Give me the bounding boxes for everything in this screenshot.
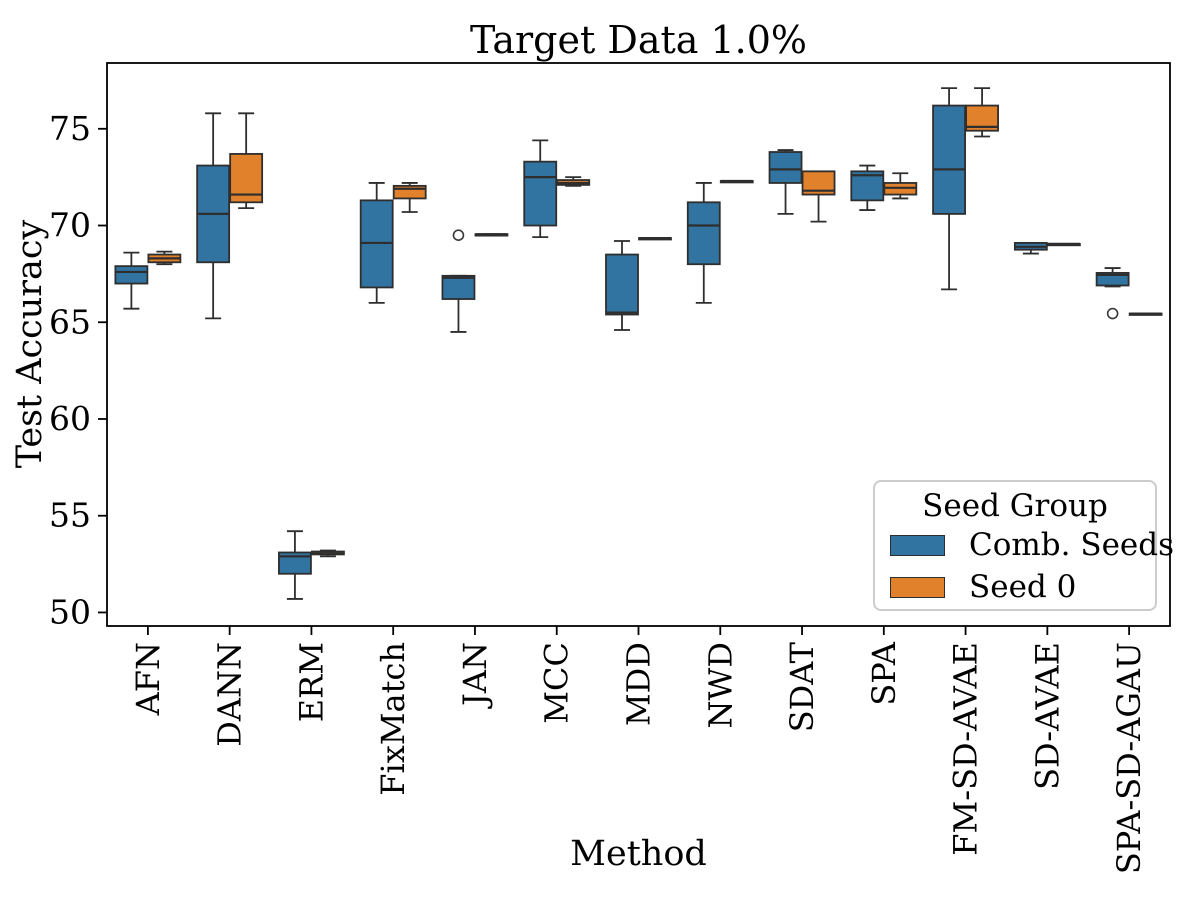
comb-seeds-swatch-icon bbox=[890, 534, 945, 556]
box-Seed-0 bbox=[801, 170, 836, 196]
x-tick-label: FixMatch bbox=[374, 642, 412, 796]
outlier-point bbox=[1106, 307, 1119, 320]
x-tick-label: SPA-SD-AGAU bbox=[1110, 642, 1148, 874]
x-tick-label: MCC bbox=[538, 642, 576, 724]
y-tick-label: 55 bbox=[49, 496, 91, 535]
seed-0-swatch-icon bbox=[890, 576, 945, 598]
box-Comb-Seeds bbox=[1095, 272, 1130, 287]
box-Comb-Seeds bbox=[605, 253, 639, 316]
x-axis-label: Method bbox=[570, 834, 707, 874]
x-tick-label: SDAT bbox=[783, 641, 821, 732]
legend-item-label: Seed 0 bbox=[969, 569, 1077, 605]
x-tick-label: ERM bbox=[292, 642, 330, 722]
x-tick-label: AFN bbox=[129, 642, 167, 716]
y-tick-label: 65 bbox=[49, 302, 91, 341]
x-tick-label: JAN bbox=[456, 642, 494, 709]
legend-item-seed-0: Seed 0 bbox=[887, 566, 1143, 608]
x-tick-label: MDD bbox=[620, 642, 658, 726]
box-Comb-Seeds bbox=[932, 104, 966, 215]
box-Comb-Seeds bbox=[523, 160, 558, 227]
legend-item-label: Comb. Seeds bbox=[969, 527, 1175, 563]
x-tick-label: DANN bbox=[211, 642, 249, 747]
y-tick-label: 75 bbox=[49, 109, 91, 148]
box-Comb-Seeds bbox=[278, 551, 312, 575]
x-tick-label: FM-SD-AVAE bbox=[947, 642, 985, 856]
y-tick-label: 60 bbox=[49, 399, 91, 438]
y-tick-label: 50 bbox=[49, 592, 91, 631]
box-Comb-Seeds bbox=[114, 265, 149, 285]
x-tick-label: NWD bbox=[701, 642, 739, 729]
chart-title: Target Data 1.0% bbox=[469, 18, 808, 62]
box-Comb-Seeds bbox=[768, 151, 803, 184]
legend: Seed Group Comb. Seeds Seed 0 bbox=[873, 480, 1174, 611]
legend-title: Seed Group bbox=[922, 488, 1108, 524]
x-tick-label: SPA bbox=[865, 641, 903, 706]
y-tick-label: 70 bbox=[49, 206, 91, 245]
legend-item-comb-seeds: Comb. Seeds bbox=[887, 524, 1174, 566]
outlier-point bbox=[452, 229, 465, 241]
x-tick-label: SD-AVAE bbox=[1028, 642, 1066, 790]
box-Comb-Seeds bbox=[686, 201, 721, 266]
box-Comb-Seeds bbox=[441, 274, 476, 300]
